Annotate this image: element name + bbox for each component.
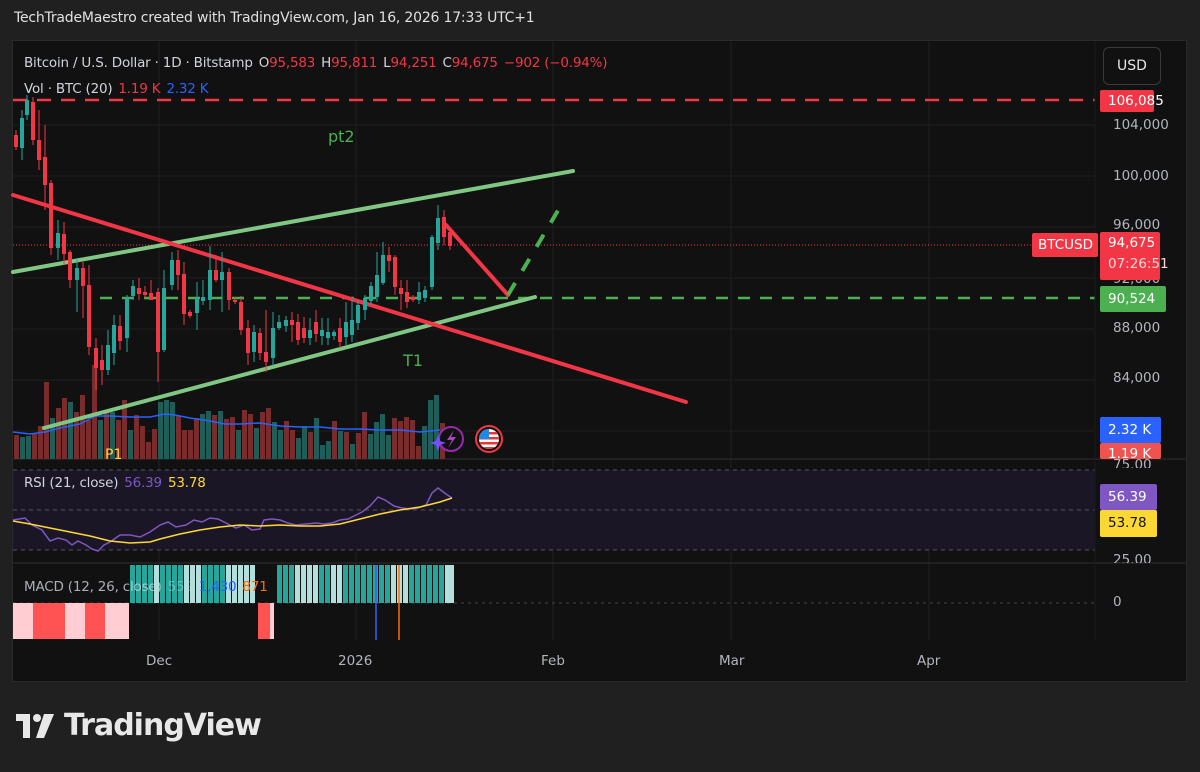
ohlc-open: 95,583 bbox=[269, 55, 316, 71]
volume-ma-value: 2.32 K bbox=[166, 81, 209, 97]
support-price-tag: 90,524 bbox=[1100, 286, 1166, 312]
rsi-lower-band: 25.00 bbox=[1113, 552, 1152, 563]
ohlc-low: 94,251 bbox=[390, 55, 437, 71]
time-tick: Feb bbox=[541, 653, 565, 669]
lower-channel-line bbox=[42, 295, 537, 430]
ohlc-high: 95,811 bbox=[331, 55, 378, 71]
volume-tag: 1.19 K bbox=[1100, 443, 1161, 459]
rsi-line bbox=[12, 487, 453, 552]
tradingview-logo-icon bbox=[16, 713, 54, 738]
symbol-title: Bitcoin / U.S. Dollar · 1D · Bitstamp bbox=[24, 55, 253, 71]
time-tick: Dec bbox=[146, 653, 173, 669]
time-tick: Apr bbox=[917, 653, 941, 669]
rsi-upper-band: 75.00 bbox=[1113, 457, 1152, 468]
price-tick: 88,000 bbox=[1113, 320, 1161, 336]
projection-drop-line bbox=[444, 223, 510, 297]
volume-bars bbox=[14, 365, 445, 459]
price-tick: 96,000 bbox=[1113, 217, 1161, 233]
macd-zero-tick: 0 bbox=[1113, 594, 1122, 610]
ohlc-close: 94,675 bbox=[451, 55, 498, 71]
last-price-tag: 94,675 07:26:51 bbox=[1100, 232, 1169, 280]
tradingview-logo: TradingView bbox=[16, 708, 262, 743]
price-tick: 104,000 bbox=[1113, 117, 1169, 133]
event-icon-lightning[interactable] bbox=[430, 426, 464, 452]
volume-ma-tag: 2.32 K bbox=[1100, 417, 1161, 443]
macd-legend[interactable]: MACD (12, 26, close) 559 1,430 871 bbox=[24, 579, 268, 595]
chart-credit: TechTradeMaestro created with TradingVie… bbox=[14, 10, 535, 26]
annotation-p1[interactable]: P1 bbox=[105, 447, 123, 459]
currency-button[interactable]: USD bbox=[1103, 47, 1161, 85]
upper-channel-line bbox=[11, 169, 575, 274]
annotation-t1[interactable]: T1 bbox=[403, 351, 423, 370]
volume-ma-line bbox=[12, 413, 441, 435]
rsi-tag: 56.39 bbox=[1100, 484, 1157, 510]
volume-legend[interactable]: Vol · BTC (20) 1.19 K 2.32 K bbox=[24, 81, 209, 97]
candles bbox=[14, 95, 452, 390]
bar-countdown: 07:26:51 bbox=[1108, 256, 1169, 272]
chart-frame[interactable] bbox=[12, 40, 1187, 682]
event-icon-us-flag[interactable] bbox=[475, 425, 503, 453]
rsi-value: 56.39 bbox=[124, 475, 162, 491]
macd-hist-value: 559 bbox=[167, 579, 193, 595]
resistance-price-tag: 106,085 bbox=[1100, 90, 1164, 112]
last-price: 94,675 bbox=[1108, 235, 1156, 251]
rsi-ma-line bbox=[12, 497, 453, 544]
brand-name: TradingView bbox=[64, 708, 262, 743]
rsi-ma-value: 53.78 bbox=[167, 475, 206, 491]
time-tick: 2026 bbox=[338, 653, 373, 669]
macd-histogram bbox=[13, 565, 454, 640]
macd-value: 1,430 bbox=[198, 579, 237, 595]
rsi-ma-tag: 53.78 bbox=[1100, 510, 1157, 537]
time-tick: Mar bbox=[719, 653, 745, 669]
rsi-legend[interactable]: RSI (21, close) 56.39 53.78 bbox=[24, 475, 206, 491]
projection-rise-line bbox=[506, 200, 565, 297]
descending-trendline bbox=[11, 193, 688, 404]
symbol-tag: BTCUSD bbox=[1032, 233, 1098, 257]
volume-value: 1.19 K bbox=[118, 81, 161, 97]
price-change: −902 (−0.94%) bbox=[503, 55, 608, 71]
price-tick: 84,000 bbox=[1113, 370, 1161, 386]
price-tick: 100,000 bbox=[1113, 168, 1169, 184]
symbol-legend[interactable]: Bitcoin / U.S. Dollar · 1D · Bitstamp O95… bbox=[24, 55, 608, 71]
annotation-pt2[interactable]: pt2 bbox=[328, 127, 355, 146]
macd-signal-value: 871 bbox=[242, 579, 268, 595]
